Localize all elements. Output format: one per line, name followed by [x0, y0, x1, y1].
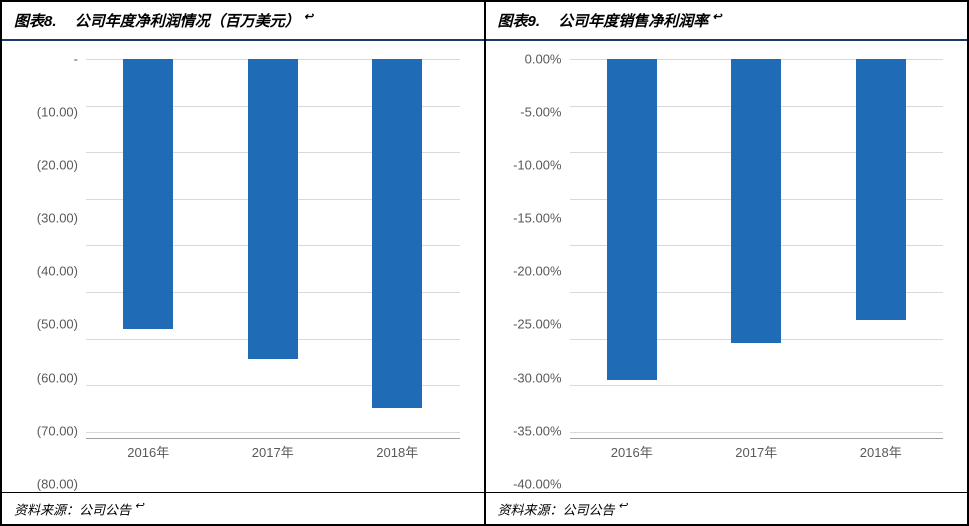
bar	[731, 59, 781, 343]
right-source-text: 资料来源：公司公告	[498, 502, 615, 517]
y-tick-label: -10.00%	[500, 158, 562, 173]
y-tick-label: -20.00%	[500, 264, 562, 279]
x-tick-label: 2017年	[252, 442, 294, 461]
right-panel: 图表9. 公司年度销售净利润率 ↩ 2016年 2017年 2018年 0.00% -5…	[486, 2, 968, 524]
left-title-mark: ↩	[304, 11, 313, 23]
y-tick-label: -40.00%	[500, 476, 562, 491]
left-panel: 图表8. 公司年度净利润情况（百万美元） ↩ 2016年 2017年 2018年 - (…	[2, 2, 486, 524]
y-tick-label: -15.00%	[500, 211, 562, 226]
left-title-text: 公司年度净利润情况（百万美元）	[75, 13, 300, 30]
right-title-text: 公司年度销售净利润率	[558, 13, 708, 30]
y-tick-label: -35.00%	[500, 423, 562, 438]
left-title-label: 图表8.	[14, 13, 57, 30]
y-tick-label: (20.00)	[16, 158, 78, 173]
left-title-row: 图表8. 公司年度净利润情况（百万美元） ↩	[2, 2, 484, 41]
left-source-row: 资料来源：公司公告 ↩	[2, 492, 484, 524]
left-chart-area: 2016年 2017年 2018年 - (10.00) (20.00) (30.00) (40…	[2, 41, 484, 492]
y-tick-label: -	[16, 52, 78, 67]
y-tick-label: 0.00%	[500, 52, 562, 67]
left-plot: 2016年2017年2018年-(10.00)(20.00)(30.00)(40…	[16, 59, 470, 484]
right-chart-area: 2016年 2017年 2018年 0.00% -5.00% -10.00% -15.00%…	[486, 41, 968, 492]
bar	[123, 59, 173, 329]
x-tick-label: 2018年	[860, 442, 902, 461]
y-tick-label: -5.00%	[500, 105, 562, 120]
x-tick-label: 2016年	[611, 442, 653, 461]
right-title-mark: ↩	[712, 11, 721, 23]
x-tick-label: 2016年	[127, 442, 169, 461]
y-tick-label: -30.00%	[500, 370, 562, 385]
y-tick-label: (70.00)	[16, 423, 78, 438]
y-tick-label: -25.00%	[500, 317, 562, 332]
y-tick-label: (40.00)	[16, 264, 78, 279]
bar	[248, 59, 298, 359]
y-tick-label: (10.00)	[16, 105, 78, 120]
left-source-text: 资料来源：公司公告	[14, 502, 131, 517]
y-tick-label: (80.00)	[16, 476, 78, 491]
bar	[372, 59, 422, 408]
x-tick-label: 2017年	[735, 442, 777, 461]
right-source-mark: ↩	[618, 500, 627, 512]
right-title-row: 图表9. 公司年度销售净利润率 ↩	[486, 2, 968, 41]
left-source-mark: ↩	[135, 500, 144, 512]
y-tick-label: (30.00)	[16, 211, 78, 226]
x-tick-label: 2018年	[376, 442, 418, 461]
right-title-label: 图表9.	[498, 13, 541, 30]
charts-container: 图表8. 公司年度净利润情况（百万美元） ↩ 2016年 2017年 2018年 - (…	[0, 0, 969, 526]
y-tick-label: (60.00)	[16, 370, 78, 385]
bar	[607, 59, 657, 380]
right-plot: 2016年2017年2018年0.00%-5.00%-10.00%-15.00%…	[500, 59, 954, 484]
bar	[856, 59, 906, 320]
y-tick-label: (50.00)	[16, 317, 78, 332]
right-source-row: 资料来源：公司公告 ↩	[486, 492, 968, 524]
